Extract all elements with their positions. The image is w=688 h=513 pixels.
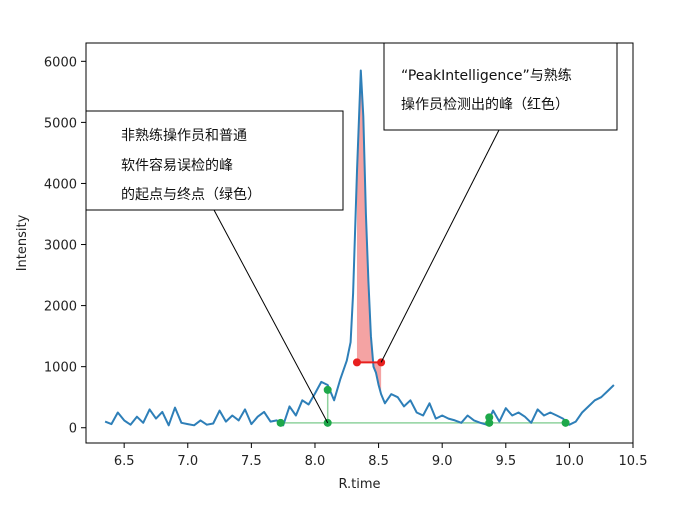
y-tick-label: 6000 (44, 55, 77, 70)
x-tick-label: 9.0 (432, 454, 453, 469)
misdetected-boundary-point (323, 385, 332, 394)
x-tick-label: 8.5 (368, 454, 389, 469)
annotation-text-line: 非熟练操作员和普通 (121, 128, 247, 144)
misdetected-boundary-point (485, 418, 494, 427)
y-tick-label: 1000 (44, 361, 77, 376)
plot-frame (85, 42, 634, 444)
misdetected-boundary-point (485, 413, 494, 422)
chromatogram-line (104, 69, 615, 427)
y-tick-label: 0 (69, 422, 77, 437)
y-tick-label: 4000 (44, 177, 77, 192)
x-tick-label: 10.0 (555, 454, 584, 469)
y-axis-label: Intensity (15, 214, 30, 271)
y-tick-label: 3000 (44, 239, 77, 254)
annotation-leader-line (213, 209, 329, 424)
annotation-box (85, 110, 344, 211)
annotation-leader-line (380, 129, 500, 363)
x-tick-label: 7.5 (241, 454, 262, 469)
x-tick-label: 6.5 (114, 454, 135, 469)
x-tick-label: 8.0 (305, 454, 326, 469)
x-tick-label: 7.0 (177, 454, 198, 469)
x-tick-label: 9.5 (495, 454, 516, 469)
annotation-text-line: 操作员检测出的峰（红色） (401, 96, 569, 113)
detected-peak-area (356, 70, 382, 395)
detected-peak-start-point (352, 358, 361, 367)
x-axis-label: R.time (338, 477, 380, 492)
y-tick-label: 2000 (44, 300, 77, 315)
misdetected-boundary-point (276, 418, 285, 427)
annotation-box (383, 42, 618, 131)
annotation-text-line: 的起点与终点（绿色） (121, 186, 261, 203)
x-tick-label: 10.5 (619, 454, 648, 469)
annotation-text-line: “PeakIntelligence”与熟练 (401, 68, 572, 84)
y-tick-label: 5000 (44, 116, 77, 131)
misdetected-boundary-point (561, 418, 570, 427)
annotation-text-line: 软件容易误检的峰 (121, 157, 233, 174)
